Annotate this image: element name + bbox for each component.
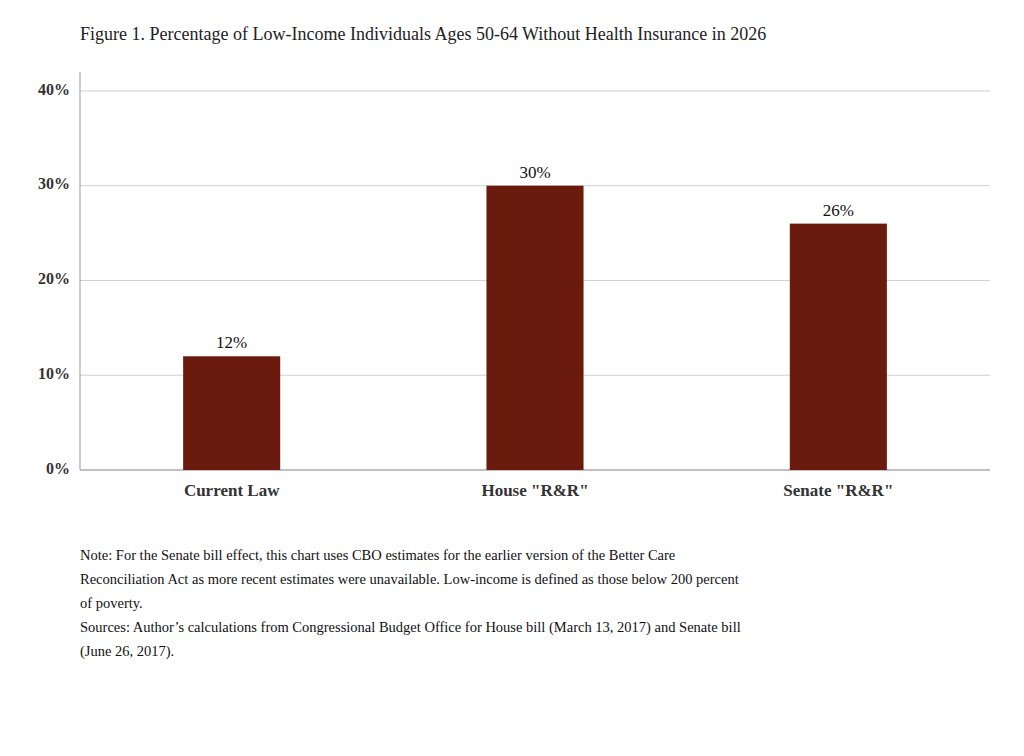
bar — [486, 186, 583, 470]
data-label: 30% — [519, 163, 550, 182]
x-tick-label: Senate "R&R" — [783, 481, 893, 500]
annotation: Sources: Author’s calculations from Cong… — [80, 619, 741, 636]
annotation: of poverty. — [80, 595, 143, 611]
y-tick-label: 10% — [38, 365, 70, 382]
annotation: (June 26, 2017). — [80, 643, 174, 660]
y-tick-label: 0% — [46, 460, 70, 477]
bars — [183, 186, 887, 470]
y-axis-line — [80, 72, 81, 470]
chart: Figure 1. Percentage of Low-Income Indiv… — [0, 0, 1024, 756]
x-tick-label: Current Law — [184, 481, 280, 500]
annotation: Reconciliation Act as more recent estima… — [80, 571, 739, 587]
data-label: 26% — [823, 201, 854, 220]
annotation: Note: For the Senate bill effect, this c… — [80, 547, 675, 563]
grid-line — [80, 90, 990, 91]
grid — [80, 91, 990, 470]
y-tick-label: 20% — [38, 270, 70, 287]
y-tick-label: 30% — [38, 175, 70, 192]
bar — [790, 224, 887, 470]
bar — [183, 356, 280, 470]
y-tick-label: 40% — [38, 81, 70, 98]
data-label: 12% — [216, 333, 247, 352]
x-tick-label: House "R&R" — [481, 481, 588, 500]
title: Figure 1. Percentage of Low-Income Indiv… — [80, 24, 766, 44]
